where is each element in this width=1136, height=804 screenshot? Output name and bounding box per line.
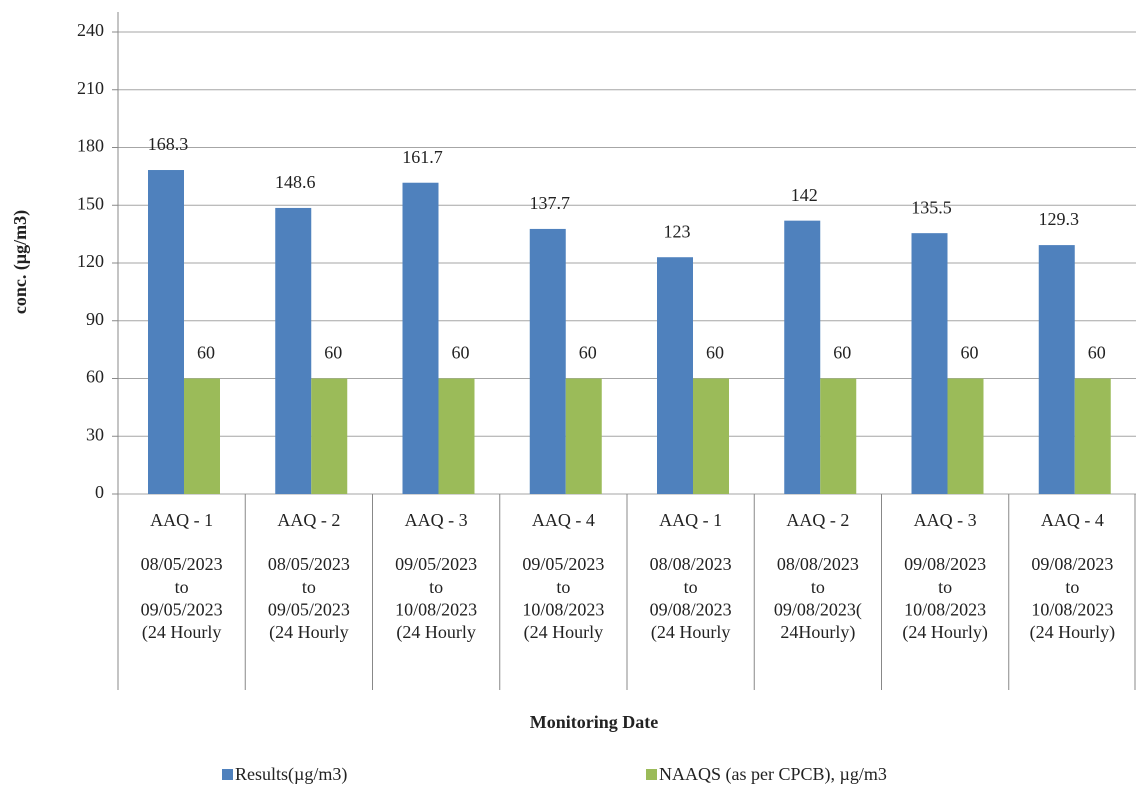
y-tick-label: 180	[77, 136, 104, 156]
x-sub-label: to	[429, 577, 443, 597]
x-tick-label: AAQ - 1	[150, 510, 213, 530]
x-sub-label: (24 Hourly)	[1030, 622, 1115, 643]
bar	[911, 233, 948, 494]
x-sub-label: (24 Hourly	[651, 622, 731, 643]
x-tick-label: AAQ - 3	[405, 510, 468, 530]
legend-swatch	[222, 769, 233, 780]
bar	[565, 378, 602, 494]
legend-swatch	[646, 769, 657, 780]
bar	[693, 378, 729, 494]
data-label: 60	[324, 343, 342, 363]
data-label: 129.3	[1039, 209, 1080, 229]
data-label: 137.7	[530, 193, 571, 213]
x-sub-label: 09/08/2023	[1031, 554, 1113, 574]
x-sub-label: to	[684, 577, 698, 597]
y-tick-label: 240	[77, 20, 104, 40]
x-sub-label: to	[1065, 577, 1079, 597]
data-label: 135.5	[911, 197, 952, 217]
x-sub-label: 24Hourly)	[780, 622, 855, 643]
y-axis-title: conc. (µg/m3)	[10, 210, 31, 314]
data-label: 60	[961, 343, 979, 363]
data-label: 161.7	[402, 147, 443, 167]
x-sub-label: (24 Hourly	[396, 622, 476, 643]
x-sub-label: to	[302, 577, 316, 597]
legend-label: NAAQS (as per CPCB), µg/m3	[659, 764, 887, 785]
bar	[947, 378, 984, 494]
y-tick-label: 90	[86, 309, 104, 329]
x-tick-label: AAQ - 2	[277, 510, 340, 530]
x-sub-label: 09/08/2023	[904, 554, 986, 574]
x-sub-label: 10/08/2023	[395, 600, 477, 620]
x-sub-label: 09/05/2023	[268, 600, 350, 620]
data-label: 60	[197, 343, 215, 363]
x-sub-label: 10/08/2023	[522, 600, 604, 620]
x-sub-label: (24 Hourly	[142, 622, 222, 643]
bar	[402, 182, 439, 495]
x-sub-label: 08/08/2023	[777, 554, 859, 574]
x-sub-label: to	[175, 577, 189, 597]
x-tick-label: AAQ - 1	[659, 510, 722, 530]
x-sub-label: 09/08/2023	[650, 600, 732, 620]
x-tick-label: AAQ - 4	[532, 510, 595, 530]
x-sub-label: 08/05/2023	[268, 554, 350, 574]
x-sub-label: to	[556, 577, 570, 597]
x-tick-label: AAQ - 2	[786, 510, 849, 530]
x-sub-label: to	[938, 577, 952, 597]
x-axis-title: Monitoring Date	[530, 712, 658, 732]
y-tick-label: 60	[86, 367, 104, 387]
x-sub-label: 10/08/2023	[1031, 600, 1113, 620]
y-tick-label: 30	[86, 424, 104, 444]
x-sub-label: 09/05/2023	[141, 600, 223, 620]
data-label: 60	[579, 343, 597, 363]
bar	[784, 220, 821, 494]
x-sub-label: 10/08/2023	[904, 600, 986, 620]
y-tick-label: 0	[95, 482, 104, 502]
bar	[275, 207, 312, 494]
x-sub-label: (24 Hourly)	[902, 622, 987, 643]
x-tick-label: AAQ - 3	[914, 510, 977, 530]
x-sub-label: (24 Hourly	[269, 622, 349, 643]
legend-label: Results(µg/m3)	[235, 764, 347, 785]
x-sub-label: 09/05/2023	[395, 554, 477, 574]
y-tick-label: 150	[77, 193, 104, 213]
x-sub-label: 09/08/2023(	[774, 600, 862, 621]
bar	[657, 257, 693, 494]
data-label: 142	[791, 185, 818, 205]
x-sub-label: 09/05/2023	[522, 554, 604, 574]
data-label: 148.6	[275, 172, 316, 192]
x-sub-label: (24 Hourly	[524, 622, 604, 643]
y-tick-label: 120	[77, 251, 104, 271]
data-label: 60	[1088, 343, 1106, 363]
bar	[148, 170, 184, 494]
data-label: 168.3	[148, 134, 189, 154]
bar	[820, 378, 857, 494]
x-sub-label: 08/08/2023	[650, 554, 732, 574]
y-tick-label: 210	[77, 78, 104, 98]
bar	[438, 378, 475, 494]
x-sub-label: 08/05/2023	[141, 554, 223, 574]
x-sub-label: to	[811, 577, 825, 597]
bar	[529, 228, 566, 495]
data-label: 60	[452, 343, 470, 363]
x-tick-label: AAQ - 4	[1041, 510, 1104, 530]
bar	[311, 378, 348, 494]
bar	[1074, 378, 1111, 494]
bar	[184, 378, 220, 494]
bar	[1038, 245, 1075, 494]
data-label: 123	[664, 221, 691, 241]
data-label: 60	[706, 343, 724, 363]
data-label: 60	[833, 343, 851, 363]
